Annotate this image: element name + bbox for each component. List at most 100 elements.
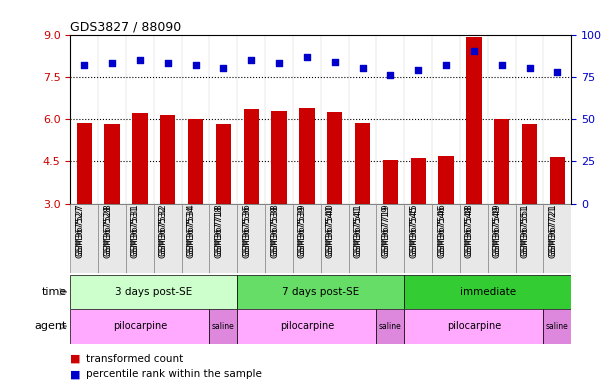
FancyBboxPatch shape [154,204,181,273]
Text: 3 days post-SE: 3 days post-SE [115,287,192,297]
FancyBboxPatch shape [432,204,460,273]
Bar [550,157,565,204]
Text: GSM367538: GSM367538 [270,205,279,258]
FancyBboxPatch shape [321,204,349,273]
Bar [404,309,543,344]
FancyBboxPatch shape [181,204,210,273]
Bar [104,124,120,204]
Text: ■: ■ [70,354,84,364]
Point [441,62,451,68]
Bar [237,309,376,344]
Text: GSM367719: GSM367719 [381,204,390,256]
Bar [76,123,92,204]
Bar [404,275,571,309]
Text: GSM367531: GSM367531 [131,205,140,258]
Text: GSM367534: GSM367534 [186,205,196,258]
Point [302,53,312,60]
Bar [522,124,537,204]
FancyBboxPatch shape [210,204,237,273]
Bar [299,108,315,204]
Bar [271,111,287,204]
Text: GSM367528: GSM367528 [103,205,112,258]
Bar [494,119,510,204]
Text: GSM367719: GSM367719 [381,205,390,258]
Bar [411,159,426,204]
Bar [376,309,404,344]
Text: GSM367539: GSM367539 [298,205,307,258]
Bar [216,124,231,204]
Text: GSM367549: GSM367549 [492,205,502,258]
FancyBboxPatch shape [349,204,376,273]
Text: GSM367548: GSM367548 [465,205,474,258]
Bar [210,309,237,344]
Text: GSM367545: GSM367545 [409,204,418,256]
Text: GSM367546: GSM367546 [437,204,446,256]
Point [219,65,229,71]
Point [525,65,535,71]
Point [413,67,423,73]
Text: GSM367532: GSM367532 [159,204,167,256]
Bar [70,275,237,309]
FancyBboxPatch shape [98,204,126,273]
Text: GSM367539: GSM367539 [298,204,307,256]
Text: GSM367540: GSM367540 [326,205,335,258]
Text: GDS3827 / 88090: GDS3827 / 88090 [70,20,181,33]
Point [330,58,340,65]
Text: 7 days post-SE: 7 days post-SE [282,287,359,297]
Text: GSM367551: GSM367551 [521,205,530,258]
Bar [327,112,342,204]
Text: GSM367527: GSM367527 [75,204,84,256]
Bar [237,275,404,309]
Text: GSM367538: GSM367538 [270,204,279,256]
Text: GSM367534: GSM367534 [186,204,196,256]
Text: pilocarpine: pilocarpine [112,321,167,331]
Bar [438,156,454,204]
Text: percentile rank within the sample: percentile rank within the sample [86,369,262,379]
Point [246,57,256,63]
Text: GSM367718: GSM367718 [214,204,224,256]
Point [274,60,284,66]
Text: GSM367527: GSM367527 [75,205,84,258]
Point [386,72,395,78]
FancyBboxPatch shape [376,204,404,273]
Point [135,57,145,63]
FancyBboxPatch shape [265,204,293,273]
Text: ■: ■ [70,369,84,379]
FancyBboxPatch shape [126,204,154,273]
Text: saline: saline [212,322,235,331]
Text: GSM367541: GSM367541 [354,204,362,256]
Point [357,65,367,71]
Point [191,62,200,68]
Text: GSM367540: GSM367540 [326,204,335,256]
Text: GSM367531: GSM367531 [131,204,140,256]
Bar [382,160,398,204]
Bar [355,123,370,204]
Text: immediate: immediate [459,287,516,297]
FancyBboxPatch shape [543,204,571,273]
Text: GSM367546: GSM367546 [437,205,446,258]
FancyBboxPatch shape [516,204,543,273]
Text: saline: saline [379,322,402,331]
Text: GSM367551: GSM367551 [521,204,530,256]
FancyBboxPatch shape [70,204,98,273]
Text: GSM367545: GSM367545 [409,205,418,258]
Point [469,48,479,55]
Bar [160,115,175,204]
Point [552,69,562,75]
Point [163,60,172,66]
Text: GSM367721: GSM367721 [548,205,557,258]
Text: pilocarpine: pilocarpine [447,321,501,331]
Point [107,60,117,66]
Text: GSM367721: GSM367721 [548,204,557,256]
Bar [543,309,571,344]
Point [79,62,89,68]
Bar [466,37,481,204]
FancyBboxPatch shape [404,204,432,273]
Text: saline: saline [546,322,569,331]
FancyBboxPatch shape [460,204,488,273]
Text: GSM367532: GSM367532 [159,205,167,258]
Point [497,62,507,68]
Text: GSM367536: GSM367536 [242,205,251,258]
Text: GSM367541: GSM367541 [354,205,362,258]
Text: agent: agent [35,321,67,331]
